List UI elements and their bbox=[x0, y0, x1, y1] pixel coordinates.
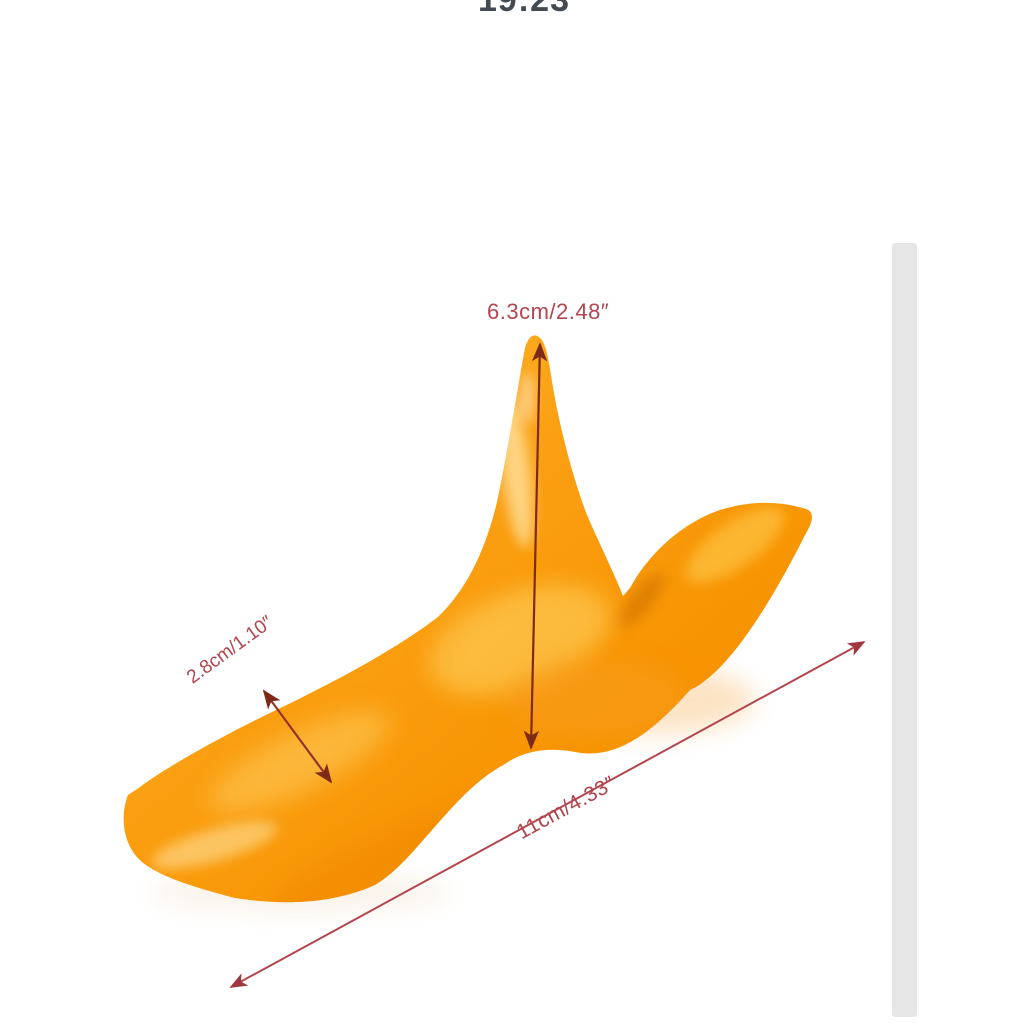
length-measure-arrow bbox=[229, 641, 866, 988]
status-bar-time: 19:23 bbox=[478, 0, 570, 19]
height-dimension-label: 6.3cm/2.48″ bbox=[487, 299, 610, 324]
scrollbar[interactable] bbox=[892, 243, 917, 1017]
